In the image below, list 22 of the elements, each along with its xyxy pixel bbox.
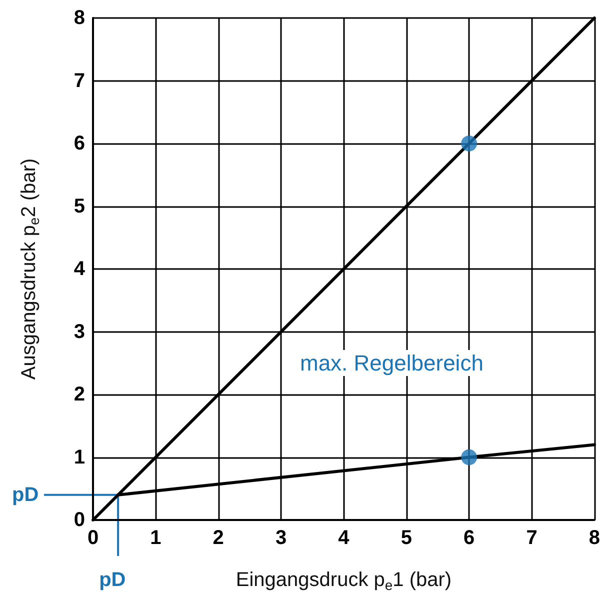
text: pD [12,484,39,506]
x-tick-label: 2 [212,527,224,549]
y-tick-label: 3 [74,320,85,343]
x-tick-label: 3 [275,527,287,549]
y-tick-label: 1 [74,446,85,468]
x-tick-label: 1 [150,527,162,549]
x-tick-label: 5 [400,527,412,549]
annotation: max. Regelbereich [300,350,484,376]
x-tick-label: 8 [588,527,600,549]
x-tick-label: 4 [338,527,350,549]
y-tick-label: 6 [74,132,85,154]
x-tick-label: 7 [526,527,538,549]
y-tick-label: 5 [74,195,85,218]
y-axis-title: Ausgangsdruck pe2 (bar) [18,158,42,380]
annotation: pD [99,569,126,591]
x-tick-label: 6 [464,527,475,549]
y-tick-label: 4 [74,258,86,280]
y-tick-label: 7 [74,70,85,92]
y-tick-label: 0 [74,509,85,531]
y-tick-label: 8 [74,7,85,29]
x-tick-label: 0 [87,527,99,549]
y-tick-label: 2 [74,384,85,406]
